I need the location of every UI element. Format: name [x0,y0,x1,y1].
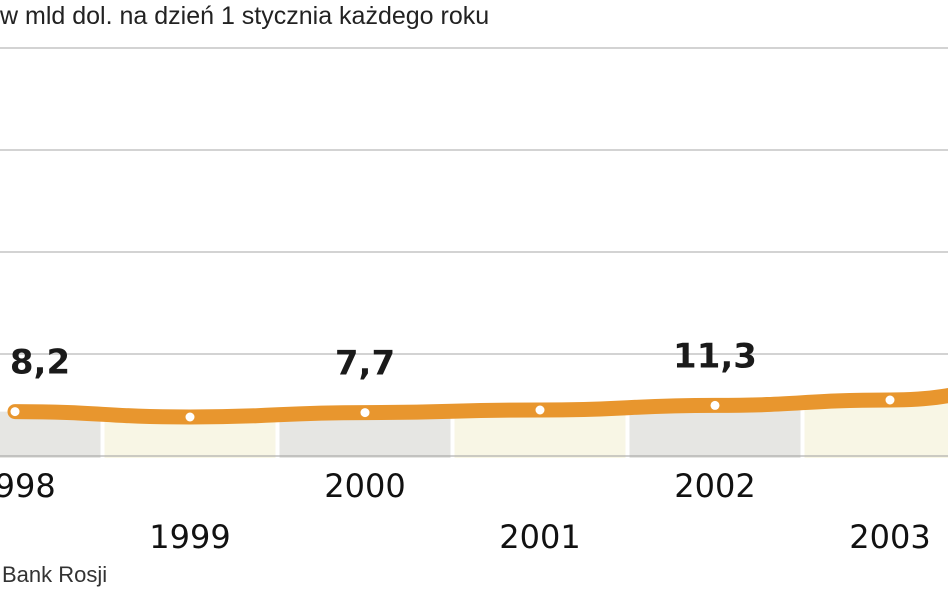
data-point [185,412,195,422]
data-point [10,407,20,417]
data-point [535,405,545,415]
data-point [885,395,895,405]
data-label: 8,2 [10,343,70,383]
data-point [710,400,720,410]
chart-subtitle: w mld dol. na dzień 1 stycznia każdego r… [0,2,490,30]
x-tick-label: 1998 [0,467,56,505]
area-above-line [0,0,948,417]
data-label: 11,3 [673,336,757,376]
x-tick-label: 2003 [849,518,930,556]
x-tick-label: 2000 [324,467,405,505]
data-point [360,408,370,418]
x-tick-label: 1999 [149,518,230,556]
series-line [7,387,948,425]
x-tick-label: 2002 [674,467,755,505]
source-note: Bank Rosji [2,562,108,587]
data-label: 7,7 [335,344,395,384]
x-tick-label: 2001 [499,518,580,556]
